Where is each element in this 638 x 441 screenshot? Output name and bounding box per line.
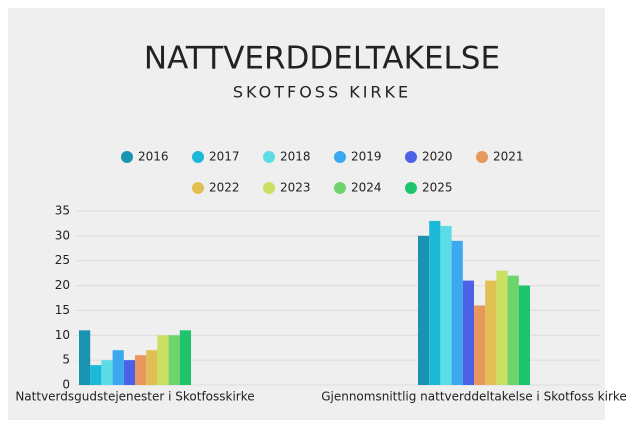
legend-label: 2018 — [280, 150, 311, 164]
legend-label: 2019 — [351, 150, 382, 164]
legend-swatch — [263, 151, 275, 163]
bar — [518, 285, 530, 385]
y-tick-label: 0 — [62, 378, 70, 392]
legend-swatch — [334, 151, 346, 163]
bar — [123, 360, 135, 385]
legend-swatch — [405, 151, 417, 163]
x-tick-label: Nattverdsgudstejenester i Skotfosskirke — [15, 390, 254, 404]
legend-label: 2021 — [493, 150, 524, 164]
chart-subtitle: SKOTFOSS KIRKE — [233, 83, 411, 102]
legend-swatch — [263, 182, 275, 194]
y-tick-label: 15 — [55, 303, 70, 317]
bar — [79, 330, 91, 385]
bar — [418, 235, 430, 385]
bar — [429, 220, 441, 385]
bar — [462, 280, 474, 385]
legend-label: 2025 — [422, 181, 453, 195]
bar — [157, 335, 169, 385]
y-tick-label: 20 — [55, 278, 70, 292]
bar — [179, 330, 191, 385]
legend-swatch — [121, 151, 133, 163]
bar — [101, 360, 113, 385]
bar — [112, 350, 124, 385]
bar — [485, 280, 497, 385]
y-tick-label: 10 — [55, 328, 70, 342]
legend-label: 2017 — [209, 150, 240, 164]
legend-swatch — [192, 182, 204, 194]
bar — [135, 355, 147, 385]
y-tick-label: 5 — [62, 353, 70, 367]
legend-swatch — [476, 151, 488, 163]
bar — [507, 275, 519, 385]
legend-label: 2023 — [280, 181, 311, 195]
bar — [451, 240, 463, 385]
bar — [474, 305, 486, 385]
legend-swatch — [334, 182, 346, 194]
y-tick-label: 25 — [55, 253, 70, 267]
bar — [496, 270, 508, 385]
bar — [168, 335, 180, 385]
legend-label: 2024 — [351, 181, 382, 195]
y-tick-label: 30 — [55, 228, 70, 242]
legend-swatch — [192, 151, 204, 163]
bar — [440, 225, 452, 385]
bar — [146, 350, 158, 385]
legend-label: 2022 — [209, 181, 240, 195]
chart-title: NATTVERDDELTAKELSE — [144, 41, 500, 77]
legend-swatch — [405, 182, 417, 194]
legend-label: 2020 — [422, 150, 453, 164]
y-tick-label: 35 — [55, 204, 70, 218]
bar — [90, 365, 102, 385]
legend-label: 2016 — [138, 150, 169, 164]
x-tick-label: Gjennomsnittlig nattverddeltakelse i Sko… — [321, 390, 627, 404]
